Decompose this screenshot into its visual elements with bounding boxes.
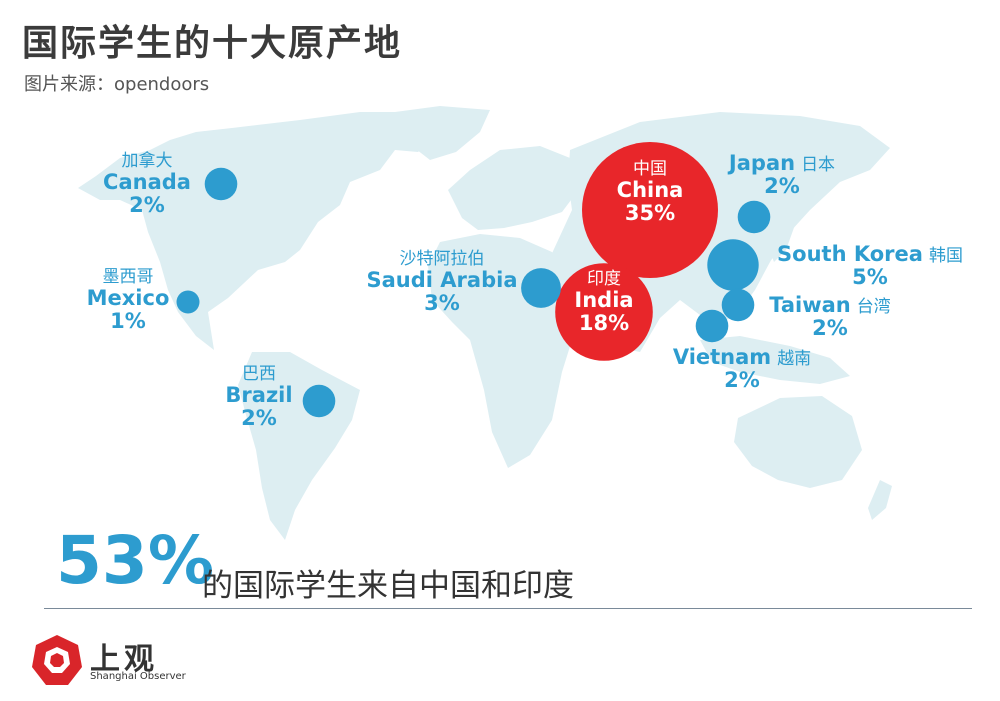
bubble-saudi-arabia	[521, 268, 561, 308]
label-vietnam-cn: 越南	[777, 349, 812, 369]
label-india-percent: 18%	[578, 310, 630, 335]
label-canada-cn: 加拿大	[121, 151, 173, 171]
label-canada-percent: 2%	[129, 192, 165, 217]
label-china: 中国 China 35%	[600, 160, 700, 225]
label-mexico-percent: 1%	[110, 308, 146, 333]
north-america-landmass	[78, 112, 440, 350]
label-taiwan: Taiwan 台湾 2%	[760, 293, 900, 341]
europe-landmass	[448, 146, 580, 230]
new-zealand-landmass	[868, 480, 892, 520]
label-japan-percent: 2%	[764, 174, 800, 199]
label-brazil-percent: 2%	[241, 405, 277, 430]
label-india-en: India	[574, 287, 634, 312]
australia-landmass	[734, 396, 862, 488]
label-saudi-arabia-cn: 沙特阿拉伯	[399, 249, 485, 269]
label-vietnam-percent: 2%	[724, 368, 760, 393]
summary-stat: 53%	[56, 522, 214, 599]
japan-landmass	[768, 200, 796, 262]
label-taiwan-en: Taiwan	[769, 293, 851, 317]
greenland-landmass	[380, 106, 490, 160]
logo-text-cn: 上观	[90, 642, 158, 677]
label-brazil-cn: 巴西	[242, 364, 276, 384]
bubble-taiwan	[721, 288, 755, 322]
summary-text: 的国际学生来自中国和印度	[202, 568, 574, 604]
divider	[44, 608, 972, 609]
label-china-percent: 35%	[624, 200, 676, 225]
logo-text-en: Shanghai Observer	[90, 671, 186, 682]
label-canada-en: Canada	[103, 169, 191, 194]
label-taiwan-percent: 2%	[812, 316, 848, 341]
label-china-en: China	[616, 177, 684, 202]
label-south-korea: South Korea 韩国 5%	[770, 242, 970, 290]
label-japan: Japan 日本 2%	[716, 151, 848, 199]
source-note: 图片来源：opendoors	[24, 74, 210, 95]
label-mexico-en: Mexico	[86, 285, 170, 310]
label-china-cn: 中国	[633, 159, 667, 179]
bubble-mexico	[176, 290, 200, 314]
label-vietnam-en: Vietnam	[672, 345, 772, 369]
label-saudi-arabia-en: Saudi Arabia	[366, 267, 518, 292]
label-mexico-cn: 墨西哥	[102, 267, 154, 287]
label-taiwan-cn: 台湾	[856, 297, 891, 317]
bubble-canada	[204, 167, 238, 201]
southeast-asia-islands	[700, 336, 850, 384]
page-title: 国际学生的十大原产地	[22, 23, 403, 64]
bubble-south-korea	[707, 239, 759, 291]
label-saudi-arabia-percent: 3%	[424, 290, 460, 315]
bubble-vietnam	[695, 309, 729, 343]
label-canada: 加拿大 Canada 2%	[94, 152, 200, 217]
bubble-brazil	[302, 384, 336, 418]
label-india: 印度 India 18%	[554, 270, 654, 335]
label-south-korea-en: South Korea	[777, 242, 923, 266]
label-saudi-arabia: 沙特阿拉伯 Saudi Arabia 3%	[360, 250, 524, 315]
label-india-cn: 印度	[587, 269, 621, 289]
label-japan-cn: 日本	[801, 155, 836, 175]
label-japan-en: Japan	[728, 151, 796, 175]
shanghai-observer-logo-icon	[32, 635, 82, 685]
bubble-japan	[737, 200, 771, 234]
label-mexico: 墨西哥 Mexico 1%	[80, 268, 176, 333]
label-south-korea-percent: 5%	[852, 265, 888, 290]
label-south-korea-cn: 韩国	[928, 246, 963, 266]
label-vietnam: Vietnam 越南 2%	[662, 345, 822, 393]
label-brazil-en: Brazil	[225, 382, 293, 407]
bubble-india	[555, 263, 653, 361]
label-brazil: 巴西 Brazil 2%	[216, 365, 302, 430]
bubble-china	[582, 142, 718, 278]
